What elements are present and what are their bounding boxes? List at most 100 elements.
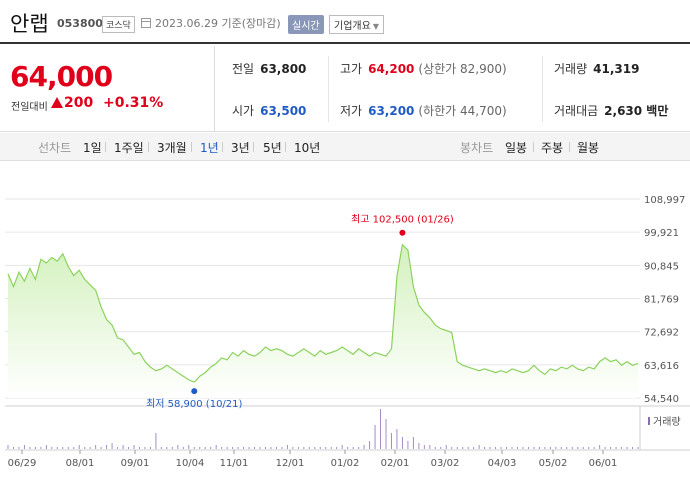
price-info-grid: 전일 63,800 시가 63,500 고가 64,200 (상한가 82,900) 저… bbox=[215, 46, 690, 132]
volume-bar bbox=[560, 447, 562, 449]
volume-legend-label: 거래량 bbox=[653, 416, 681, 428]
period-10year[interactable]: 10년 bbox=[294, 141, 321, 155]
volume-bar bbox=[155, 433, 157, 449]
high-annotation: 최고 102,500 (01/26) bbox=[351, 214, 454, 226]
x-tick-label: 09/01 bbox=[121, 458, 150, 469]
volume-bar bbox=[308, 447, 310, 449]
volume-bar bbox=[390, 433, 392, 449]
price-change: 200 bbox=[64, 95, 94, 111]
y-tick-label: 90,845 bbox=[644, 261, 679, 272]
x-tick-label: 12/01 bbox=[276, 458, 305, 469]
volume-bar bbox=[29, 447, 31, 449]
x-tick-label: 08/01 bbox=[66, 458, 95, 469]
volume-bar bbox=[456, 447, 458, 449]
volume-bar bbox=[149, 447, 151, 449]
x-tick-label: 06/29 bbox=[8, 458, 37, 469]
volume-bar bbox=[56, 447, 58, 449]
high-value: 64,200 bbox=[368, 62, 415, 76]
volume-bar bbox=[566, 447, 568, 449]
volume-bar bbox=[522, 447, 524, 449]
price-change-percent: +0.31% bbox=[103, 95, 164, 111]
volume-bar bbox=[275, 447, 277, 449]
price-chart: 108,997 99,921 90,845 81,769 72,692 63,616 54,… bbox=[5, 195, 690, 469]
volume-bar bbox=[604, 447, 606, 449]
volume-bar bbox=[511, 447, 513, 449]
volume-bar bbox=[407, 441, 409, 449]
candle-daily[interactable]: 일봉 bbox=[505, 141, 528, 155]
x-tick-label: 05/02 bbox=[539, 458, 568, 469]
x-tick-label: 03/02 bbox=[431, 458, 460, 469]
volume-bar bbox=[610, 447, 612, 449]
volume-bar bbox=[637, 447, 639, 449]
volume-bar bbox=[89, 447, 91, 449]
stock-header: 안랩 053800 코스닥 2023.06.29 기준(장마감) 실시간 기업개… bbox=[0, 0, 690, 44]
y-tick-label: 72,692 bbox=[644, 328, 679, 339]
market-badge: 코스닥 bbox=[102, 16, 135, 33]
volume-bar bbox=[144, 447, 146, 449]
volume-bar bbox=[478, 445, 480, 449]
volume-bar bbox=[237, 447, 239, 449]
x-tick-label: 11/01 bbox=[220, 458, 249, 469]
volume-bar bbox=[396, 429, 398, 449]
up-arrow-icon bbox=[51, 97, 63, 108]
current-price-panel: 64,000 전일대비 200 +0.31% bbox=[0, 46, 215, 132]
volume-bar bbox=[160, 447, 162, 449]
volume-bar bbox=[7, 445, 9, 449]
volume-bar bbox=[412, 437, 414, 449]
volume-bar bbox=[352, 447, 354, 449]
volume-bar bbox=[292, 447, 294, 449]
x-tick-label: 10/04 bbox=[176, 458, 205, 469]
volume-bar bbox=[78, 445, 80, 449]
volume-bar bbox=[325, 447, 327, 449]
volume-bar bbox=[621, 447, 623, 449]
period-3month[interactable]: 3개월 bbox=[157, 141, 187, 155]
low-cell: 저가 63,200 (하한가 44,700) bbox=[340, 102, 507, 119]
low-label: 저가 bbox=[340, 104, 363, 118]
volume-bar bbox=[84, 447, 86, 449]
y-tick-label: 54,540 bbox=[644, 394, 679, 405]
candle-weekly[interactable]: 주봉 bbox=[541, 141, 564, 155]
company-overview-button[interactable]: 기업개요 ▼ bbox=[329, 15, 384, 34]
x-tick-label: 01/02 bbox=[331, 458, 360, 469]
high-label: 고가 bbox=[340, 62, 363, 76]
volume-bar bbox=[12, 447, 14, 449]
period-3year[interactable]: 3년 bbox=[231, 141, 250, 155]
volume-bar bbox=[210, 447, 212, 449]
volume-label: 거래량 bbox=[554, 62, 588, 76]
volume-bar bbox=[23, 445, 25, 449]
volume-legend-icon bbox=[648, 417, 650, 425]
low-marker bbox=[191, 388, 198, 395]
x-axis: 06/29 08/01 09/01 10/04 11/01 12/01 01/02 02/01… bbox=[8, 450, 617, 469]
amount-value: 2,630 백만 bbox=[604, 104, 669, 118]
volume-bar bbox=[232, 447, 234, 449]
period-1day[interactable]: 1일 bbox=[83, 141, 102, 155]
divider bbox=[542, 56, 543, 122]
volume-bar bbox=[369, 441, 371, 449]
period-1week[interactable]: 1주일 bbox=[114, 141, 144, 155]
volume-bar bbox=[100, 447, 102, 449]
volume-bar bbox=[423, 445, 425, 449]
volume-bar bbox=[555, 447, 557, 449]
price-line bbox=[7, 243, 639, 383]
period-5year[interactable]: 5년 bbox=[263, 141, 282, 155]
volume-bar bbox=[599, 445, 601, 449]
divider bbox=[191, 142, 192, 152]
volume-bar bbox=[221, 447, 223, 449]
y-tick-label: 81,769 bbox=[644, 295, 679, 306]
volume-bar bbox=[500, 447, 502, 449]
volume-bar bbox=[538, 447, 540, 449]
candle-monthly[interactable]: 월봉 bbox=[577, 141, 600, 155]
volume-bar bbox=[199, 447, 201, 449]
period-1year[interactable]: 1년 bbox=[200, 141, 219, 155]
volume-bar bbox=[341, 445, 343, 449]
chevron-down-icon: ▼ bbox=[372, 22, 379, 31]
volume-bar bbox=[582, 447, 584, 449]
high-marker bbox=[399, 229, 406, 236]
current-price: 64,000 bbox=[10, 60, 113, 93]
volume-bar bbox=[254, 447, 256, 449]
realtime-button[interactable]: 실시간 bbox=[288, 15, 324, 34]
line-chart-label: 선차트 bbox=[38, 141, 72, 155]
volume-bar bbox=[462, 447, 464, 449]
volume-bar bbox=[117, 447, 119, 449]
volume-bar bbox=[495, 447, 497, 449]
